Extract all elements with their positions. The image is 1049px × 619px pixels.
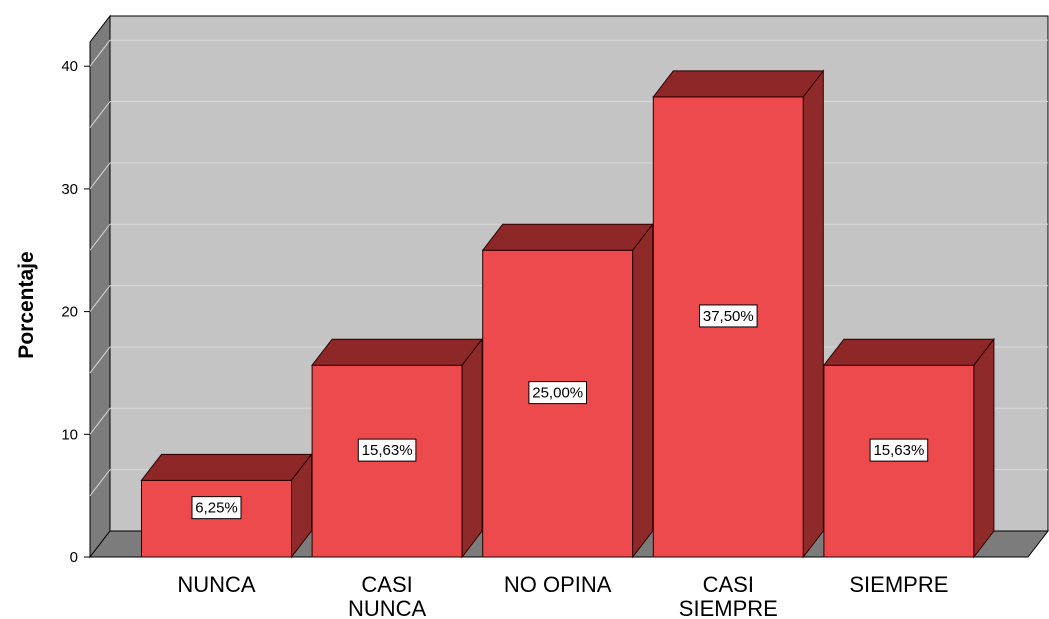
x-tick-label: SIEMPRE bbox=[849, 572, 948, 597]
x-tick-label: CASI NUNCA bbox=[348, 572, 427, 619]
gridline-side bbox=[89, 285, 111, 312]
data-label-box bbox=[191, 496, 242, 520]
bar-top bbox=[652, 70, 825, 98]
x-axis: NUNCA CASI NUNCA NO OPINA CASI SIEMPRE SIEMPRE bbox=[177, 572, 948, 619]
data-label-box bbox=[357, 438, 417, 462]
bar-side bbox=[291, 452, 312, 559]
bar-top bbox=[822, 338, 995, 366]
bar-top bbox=[311, 338, 484, 366]
y-tick-label: 10 bbox=[61, 426, 78, 443]
data-label-box bbox=[699, 304, 758, 328]
gridline-side bbox=[89, 407, 111, 435]
gridline-side bbox=[89, 39, 111, 67]
data-label: 25,00% bbox=[532, 385, 583, 402]
y-axis: 0 10 20 30 40 bbox=[61, 58, 90, 566]
bar-side bbox=[973, 337, 995, 559]
y-axis-label: Porcentaje bbox=[15, 251, 38, 358]
x-tick-label: CASI SIEMPRE bbox=[679, 572, 778, 619]
y-tick-label: 30 bbox=[61, 181, 78, 198]
data-label-box bbox=[528, 381, 588, 405]
gridline-side bbox=[89, 346, 111, 374]
data-label: 15,63% bbox=[362, 442, 413, 459]
data-label: 6,25% bbox=[195, 500, 238, 517]
bar-top bbox=[481, 223, 654, 251]
plot-left-wall bbox=[89, 14, 111, 559]
bar-side bbox=[632, 222, 654, 559]
gridline-side bbox=[89, 162, 111, 190]
data-label: 37,50% bbox=[703, 308, 754, 325]
x-tick-label: NO OPINA bbox=[504, 572, 612, 597]
data-label-box bbox=[869, 438, 929, 462]
y-tick-label: 20 bbox=[61, 304, 78, 321]
bar: 15,63% bbox=[311, 337, 484, 559]
bar-side bbox=[802, 69, 824, 559]
data-label: 15,63% bbox=[873, 442, 924, 459]
gridline-side bbox=[89, 223, 111, 251]
y-tick-label: 40 bbox=[61, 58, 78, 75]
x-tick-label: NUNCA bbox=[177, 572, 256, 597]
bar: 25,00% bbox=[481, 222, 654, 559]
y-tick-label: 0 bbox=[70, 549, 78, 566]
gridline-side bbox=[89, 469, 111, 496]
bar-side bbox=[461, 337, 483, 559]
bars: 6,25% 15,63% 25,00% 37,50% 15,63% bbox=[140, 69, 995, 559]
bar: 15,63% bbox=[822, 337, 995, 559]
bar-top bbox=[140, 453, 313, 481]
gridline-side bbox=[89, 101, 111, 128]
bar: 6,25% bbox=[140, 452, 313, 559]
bar: 37,50% bbox=[652, 69, 825, 559]
